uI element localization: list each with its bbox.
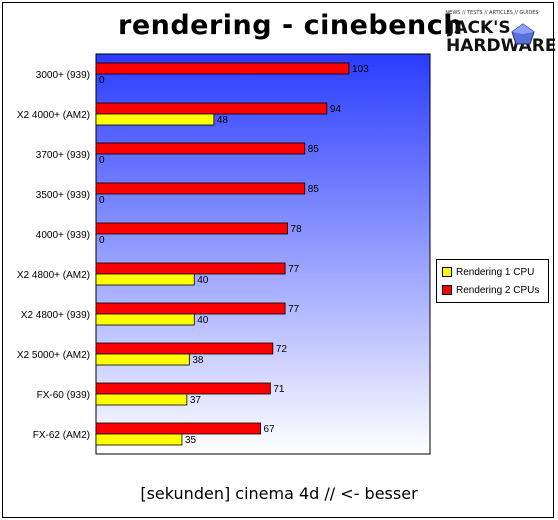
category-label: 4000+ (939) [36,230,90,241]
data-label-series2: 85 [308,184,320,195]
legend-item-series1: Rendering 1 CPU [442,265,534,279]
data-label-series1: 35 [185,435,197,446]
bar-series2 [95,302,286,315]
data-label-series1: 0 [99,235,105,246]
bar-series1 [95,433,183,446]
pentagon-gem-icon [511,23,535,45]
data-label-series1: 40 [197,315,209,326]
jacks-hardware-logo: NEWS // TESTS // ARTICLES // GUIDES JACK… [442,10,556,62]
category-label: FX-62 (AM2) [33,430,90,441]
data-label-series2: 94 [330,104,342,115]
category-label: X2 4800+ (AM2) [17,270,90,281]
category-label: 3000+ (939) [36,70,90,81]
data-label-series2: 85 [308,144,320,155]
legend-swatch-series1 [442,267,452,277]
bar-series1 [95,313,195,326]
category-label: 3700+ (939) [36,150,90,161]
data-label-series1: 38 [192,355,204,366]
data-label-series2: 77 [288,304,300,315]
bar-series1 [95,353,190,366]
category-label: 3500+ (939) [36,190,90,201]
bar-series1 [95,393,188,406]
legend-label-series1: Rendering 1 CPU [456,266,535,278]
bar-series2 [95,182,306,195]
bar-series2 [95,262,286,275]
category-label: X2 5000+ (AM2) [17,350,90,361]
bar-series2 [95,222,288,235]
bar-series2 [95,342,274,355]
category-label: X2 4000+ (AM2) [17,110,90,121]
data-label-series2: 67 [264,424,276,435]
axis-caption: [sekunden] cinema 4d // <- besser [140,484,418,503]
data-label-series1: 0 [99,75,105,86]
data-label-series1: 37 [190,395,202,406]
data-label-series2: 71 [273,384,285,395]
legend-label-series2: Rendering 2 CPUs [456,284,540,296]
bar-series1 [95,273,195,286]
logo-tagline: NEWS // TESTS // ARTICLES // GUIDES [445,10,539,16]
legend-swatch-series2 [442,285,452,295]
legend: Rendering 1 CPU Rendering 2 CPUs [436,259,549,303]
bar-series2 [95,382,271,395]
category-label: FX-60 (939) [37,390,90,401]
bar-series2 [95,142,306,155]
bar-series1 [95,113,215,126]
chart-title: rendering - cinebench [118,10,463,41]
data-label-series1: 40 [197,275,209,286]
data-label-series1: 0 [99,155,105,166]
logo-text-line1: JACK'S [448,18,511,38]
bar-series2 [95,422,261,435]
bar-series2 [95,62,350,75]
category-label: X2 4800+ (939) [21,310,90,321]
data-label-series2: 77 [288,264,300,275]
data-label-series2: 72 [276,344,288,355]
data-label-series1: 48 [217,115,229,126]
data-label-series2: 103 [352,64,369,75]
legend-item-series2: Rendering 2 CPUs [442,283,539,297]
bar-series2 [95,102,328,115]
data-label-series2: 78 [291,224,303,235]
data-label-series1: 0 [99,195,105,206]
